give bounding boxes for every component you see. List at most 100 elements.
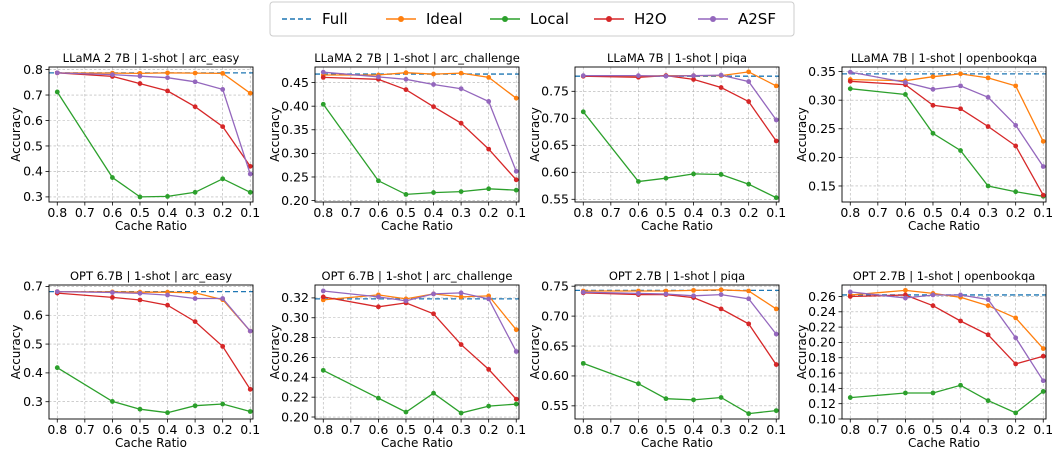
y-tick-label: 0.60 xyxy=(541,165,569,180)
data-point-local xyxy=(847,395,853,400)
data-point-a2sf xyxy=(691,73,696,79)
y-tick-label: 0.35 xyxy=(808,64,836,79)
data-point-local xyxy=(403,192,409,197)
series-line-local xyxy=(850,88,1044,197)
data-point-local xyxy=(930,390,936,396)
data-point-a2sf xyxy=(458,290,464,296)
data-point-h2o xyxy=(247,386,253,392)
data-point-local xyxy=(1040,389,1046,394)
data-point-h2o xyxy=(192,104,198,110)
axes-frame xyxy=(841,66,1047,203)
chart-panel-5: 0.8 0.7 0.6 0.5 0.4 0.3 0.2 0.1 0.3 0.4 0.5 0.6 0.7 O… xyxy=(9,269,260,450)
y-tick-label: 0.22 xyxy=(808,319,836,334)
data-point-a2sf xyxy=(930,292,936,298)
x-tick-label: 0.1 xyxy=(1033,205,1052,220)
series-line-a2sf xyxy=(323,71,517,172)
x-tick-label: 0.6 xyxy=(368,422,388,437)
data-point-local xyxy=(930,130,936,136)
y-tick-label: 0.45 xyxy=(281,75,309,90)
data-point-h2o xyxy=(1013,361,1019,367)
x-tick-label: 0.2 xyxy=(479,205,499,220)
data-point-local xyxy=(903,92,908,97)
data-point-ideal xyxy=(746,288,752,294)
x-tick-label: 0.7 xyxy=(868,205,888,220)
data-point-ideal xyxy=(458,70,464,76)
data-point-a2sf xyxy=(513,349,519,354)
data-point-a2sf xyxy=(718,72,724,78)
data-point-a2sf xyxy=(773,117,779,123)
y-tick-label: 0.18 xyxy=(808,350,836,365)
data-point-h2o xyxy=(773,362,779,367)
data-point-ideal xyxy=(192,70,198,76)
chart-panel-2: 0.8 0.7 0.6 0.5 0.4 0.3 0.2 0.1 0.20 0.25 0.30 0.35… xyxy=(268,51,526,233)
y-tick-label: 0.4 xyxy=(23,365,43,380)
x-tick-label: 0.4 xyxy=(951,422,971,437)
data-point-local xyxy=(431,390,436,396)
data-point-a2sf xyxy=(691,293,696,299)
data-point-a2sf xyxy=(54,289,60,295)
y-tick-label: 0.10 xyxy=(808,411,836,426)
axes-frame xyxy=(314,66,520,203)
x-axis-label: Cache Ratio xyxy=(641,436,713,450)
x-tick-label: 0.1 xyxy=(506,205,526,220)
data-point-a2sf xyxy=(958,292,963,298)
x-tick-label: 0.4 xyxy=(424,205,444,220)
data-point-local xyxy=(903,390,908,396)
data-point-h2o xyxy=(220,343,226,349)
data-point-h2o xyxy=(431,104,436,110)
data-point-local xyxy=(165,410,170,416)
y-tick-label: 0.6 xyxy=(23,113,43,128)
y-tick-label: 0.24 xyxy=(808,304,836,319)
data-point-h2o xyxy=(958,318,963,324)
y-axis-label: Accuracy xyxy=(268,107,282,162)
x-tick-label: 0.4 xyxy=(951,205,971,220)
y-tick-label: 0.26 xyxy=(808,289,836,304)
data-point-h2o xyxy=(403,87,409,93)
data-point-h2o xyxy=(110,294,115,300)
x-tick-label: 0.5 xyxy=(396,422,416,437)
data-point-ideal xyxy=(220,70,226,76)
series-line-h2o xyxy=(850,80,1044,196)
data-point-a2sf xyxy=(458,86,464,92)
legend-entry-ideal: Ideal xyxy=(386,10,463,28)
legend-label: A2SF xyxy=(738,10,776,28)
x-tick-label: 0.5 xyxy=(923,422,943,437)
data-point-a2sf xyxy=(663,73,669,79)
y-tick-label: 0.3 xyxy=(23,394,43,409)
x-axis-label: Cache Ratio xyxy=(908,219,980,233)
legend-label: H2O xyxy=(634,10,667,28)
data-point-ideal xyxy=(431,71,436,77)
data-point-a2sf xyxy=(746,79,752,84)
data-point-local xyxy=(513,401,519,407)
y-tick-label: 0.60 xyxy=(541,368,569,383)
x-tick-label: 0.8 xyxy=(573,205,593,220)
data-point-h2o xyxy=(458,342,464,347)
y-tick-label: 0.32 xyxy=(281,290,309,305)
y-tick-label: 0.3 xyxy=(23,189,43,204)
data-point-a2sf xyxy=(54,70,60,76)
data-point-a2sf xyxy=(110,290,115,295)
data-point-ideal xyxy=(930,74,936,80)
data-point-a2sf xyxy=(847,69,853,75)
chart-title: OPT 2.7B | 1-shot | piqa xyxy=(609,269,745,283)
axes-frame xyxy=(48,284,254,420)
y-tick-label: 0.4 xyxy=(23,164,43,179)
y-tick-label: 0.7 xyxy=(23,279,43,294)
data-point-ideal xyxy=(746,69,752,75)
x-tick-label: 0.6 xyxy=(628,205,648,220)
data-point-local xyxy=(718,172,724,177)
axes-frame xyxy=(314,284,520,420)
y-tick-label: 0.20 xyxy=(808,335,836,350)
data-point-h2o xyxy=(930,303,936,309)
y-axis-label: Accuracy xyxy=(528,107,542,162)
data-point-local xyxy=(958,382,963,388)
data-point-a2sf xyxy=(746,296,752,302)
x-tick-label: 0.2 xyxy=(739,205,759,220)
x-tick-label: 0.8 xyxy=(47,205,67,220)
data-point-local xyxy=(110,399,115,404)
x-tick-label: 0.3 xyxy=(711,422,731,437)
x-tick-label: 0.2 xyxy=(739,422,759,437)
chart-panel-8: 0.8 0.7 0.6 0.5 0.4 0.3 0.2 0.1 0.100.120.140.16… xyxy=(795,269,1052,450)
data-point-local xyxy=(431,190,436,195)
data-point-local xyxy=(320,367,326,373)
